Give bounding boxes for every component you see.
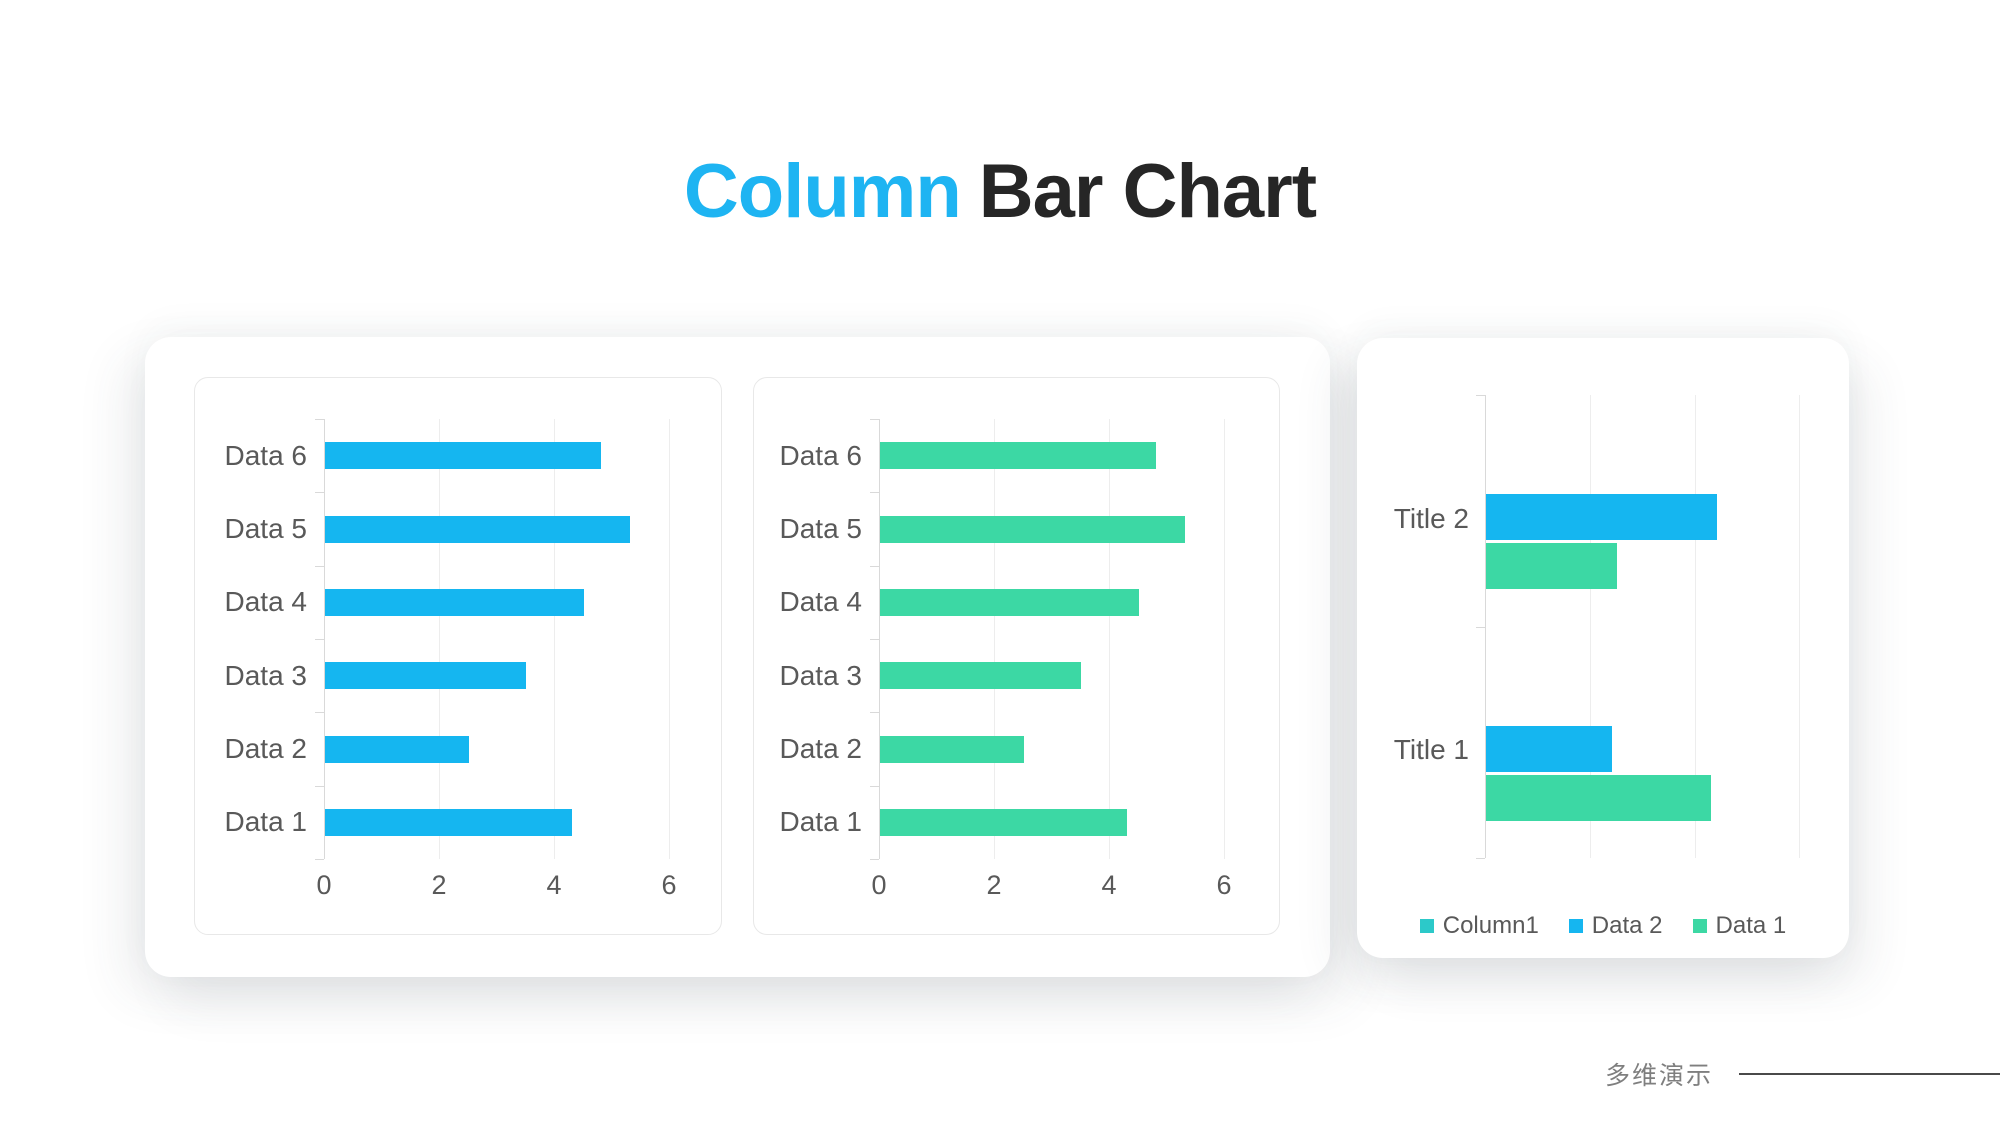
- axis-tick-mark: [1476, 858, 1485, 859]
- axis-tick-mark: [1476, 395, 1485, 396]
- bar: [1486, 774, 1711, 821]
- x-tick-label: 4: [546, 870, 562, 900]
- gridline: [1589, 395, 1591, 858]
- axis-tick-mark: [870, 419, 879, 420]
- axis-tick-mark: [315, 419, 324, 420]
- category-label: Data 4: [779, 586, 863, 618]
- category-label: Data 2: [779, 733, 863, 764]
- axis-tick-mark: [870, 492, 879, 494]
- bar: [325, 515, 630, 543]
- legend-swatch: [1419, 919, 1434, 933]
- bar: [880, 808, 1127, 836]
- bar: [325, 735, 469, 763]
- legend-item[interactable]: Data 2: [1568, 912, 1663, 939]
- bar: [880, 735, 1024, 763]
- category-label: Data 2: [224, 733, 308, 764]
- gridline: [994, 419, 995, 859]
- x-tick-label: 6: [1216, 870, 1232, 900]
- bar: [1486, 725, 1612, 772]
- category-label: Data 3: [224, 659, 308, 691]
- axis-tick-mark: [870, 639, 879, 640]
- bar: [880, 442, 1156, 470]
- legend: Column1 Data 2 Data 1: [1357, 914, 1849, 938]
- bar-chart-blue[interactable]: 0 2 4 6 Data 6 Data 5 Data 4 Data 3 Data 2 Data 1: [194, 377, 722, 935]
- bar: [325, 808, 572, 836]
- x-tick-label: 4: [1101, 870, 1117, 900]
- axis-tick-mark: [1476, 626, 1485, 628]
- category-label: Data 4: [224, 586, 308, 618]
- x-tick-label: 2: [431, 870, 447, 900]
- grouped-bar-chart[interactable]: Title 2 Title 1 Column1 Data 2 Data 1: [1357, 338, 1849, 958]
- bar: [325, 588, 584, 616]
- legend-label: Column1: [1442, 912, 1539, 939]
- legend-label: Data 1: [1715, 912, 1787, 939]
- page-title-highlight: Column: [683, 149, 962, 234]
- axis-tick-mark: [315, 712, 324, 714]
- axis-tick-mark: [315, 859, 324, 860]
- page-title-rest: Bar Chart: [978, 149, 1317, 234]
- category-label: Title 1: [1393, 734, 1469, 765]
- y-axis-line: [324, 419, 325, 859]
- category-label: Data 5: [224, 513, 308, 544]
- bar: [1486, 494, 1717, 540]
- axis-tick-mark: [315, 492, 324, 494]
- bar: [1486, 543, 1617, 589]
- brand-text: 多维演示: [1605, 1062, 1714, 1090]
- axis-tick-mark: [315, 565, 324, 567]
- gridline: [669, 419, 670, 859]
- gridline: [1799, 395, 1801, 858]
- category-label: Data 6: [224, 439, 308, 471]
- page-title: Column Bar Chart: [0, 148, 2000, 235]
- bar: [325, 442, 601, 470]
- legend-swatch: [1568, 919, 1583, 933]
- legend-swatch: [1692, 919, 1707, 933]
- category-label: Data 1: [779, 806, 863, 838]
- x-tick-label: 6: [661, 870, 677, 900]
- category-label: Data 5: [779, 513, 863, 544]
- footer-line: [1739, 1073, 2000, 1075]
- x-tick-label: 0: [316, 870, 332, 900]
- legend-item[interactable]: Column1: [1419, 912, 1539, 939]
- bar: [880, 588, 1139, 616]
- category-label: Data 1: [224, 806, 308, 838]
- bar: [325, 662, 526, 690]
- gridline: [1109, 419, 1110, 859]
- axis-tick-mark: [870, 785, 879, 787]
- category-label: Data 3: [779, 659, 863, 691]
- y-axis-line: [879, 419, 880, 859]
- legend-item[interactable]: Data 1: [1692, 912, 1787, 939]
- axis-tick-mark: [315, 785, 324, 787]
- footer: 多维演示: [1605, 1056, 2000, 1092]
- gridline: [1694, 395, 1696, 858]
- gridline: [439, 419, 440, 859]
- category-label: Title 2: [1393, 502, 1469, 534]
- axis-tick-mark: [315, 639, 324, 640]
- bar-chart-green[interactable]: 0 2 4 6 Data 6 Data 5 Data 4 Data 3 Data 2 Data 1: [753, 377, 1280, 935]
- axis-tick-mark: [870, 712, 879, 714]
- category-label: Data 6: [779, 439, 863, 471]
- y-axis-line: [1485, 395, 1486, 858]
- gridline: [1224, 419, 1225, 859]
- axis-tick-mark: [870, 859, 879, 860]
- axis-tick-mark: [870, 565, 879, 567]
- legend-label: Data 2: [1591, 912, 1663, 939]
- x-tick-label: 0: [871, 870, 887, 900]
- bar: [880, 515, 1185, 543]
- x-tick-label: 2: [986, 870, 1002, 900]
- gridline: [554, 419, 555, 859]
- bar: [880, 662, 1081, 690]
